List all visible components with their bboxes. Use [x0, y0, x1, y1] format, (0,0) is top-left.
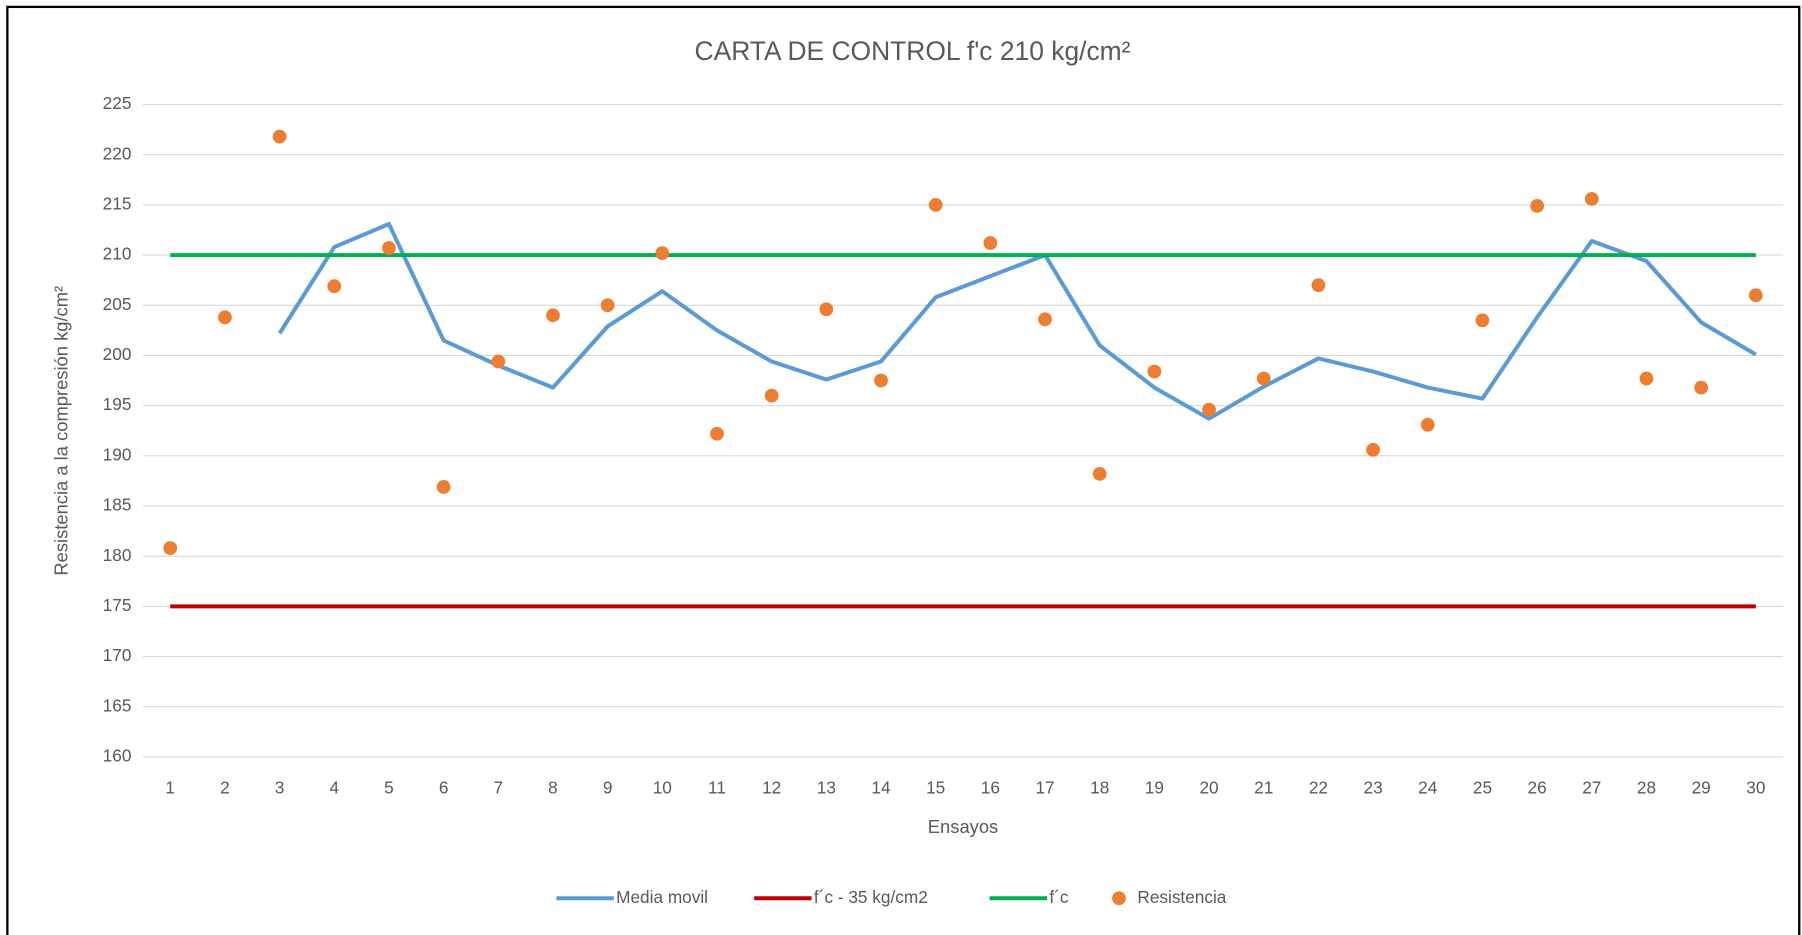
data-point [874, 373, 888, 388]
y-tick-label: 195 [103, 394, 132, 414]
data-point [983, 236, 998, 250]
data-point [1092, 467, 1107, 481]
x-tick-label: 7 [493, 778, 503, 798]
y-tick-label: 215 [103, 193, 132, 213]
data-point [1475, 313, 1490, 328]
data-point [1311, 278, 1326, 293]
y-tick-label: 165 [103, 695, 132, 715]
y-tick-label: 210 [103, 244, 132, 264]
data-point [1038, 312, 1052, 327]
data-point [1694, 380, 1709, 395]
data-point [1584, 191, 1599, 206]
legend-label: Media movil [616, 887, 708, 907]
x-tick-label: 24 [1418, 778, 1438, 798]
x-tick-label: 19 [1145, 778, 1164, 798]
legend-label: Resistencia [1137, 887, 1226, 907]
x-tick-label: 13 [817, 778, 836, 798]
data-point [163, 541, 178, 556]
x-tick-label: 11 [708, 778, 726, 798]
data-point [928, 198, 943, 212]
x-tick-label: 9 [603, 778, 613, 798]
x-tick-label: 1 [165, 778, 175, 798]
data-point [710, 426, 724, 441]
x-tick-label: 30 [1746, 778, 1765, 798]
x-tick-label: 20 [1199, 778, 1218, 798]
data-point [546, 308, 560, 323]
x-tick-label: 4 [329, 778, 339, 798]
data-point [1147, 364, 1162, 379]
series-line [277, 221, 1757, 421]
legend-label: f´c - 35 kg/cm2 [814, 887, 928, 907]
x-tick-label: 21 [1254, 778, 1273, 798]
x-tick-label: 29 [1692, 778, 1711, 798]
chart-title: CARTA DE CONTROL f'c 210 kg/cm² [695, 36, 1131, 66]
y-tick-label: 180 [103, 545, 132, 565]
y-tick-label: 200 [103, 344, 132, 364]
x-tick-label: 28 [1637, 778, 1656, 798]
data-point [436, 480, 451, 494]
x-tick-label: 26 [1528, 778, 1547, 798]
x-tick-label: 22 [1309, 778, 1328, 798]
x-tick-label: 15 [926, 778, 945, 798]
data-point [1202, 402, 1216, 417]
x-tick-label: 5 [384, 778, 394, 798]
x-tick-label: 3 [275, 778, 285, 798]
data-point [327, 279, 342, 294]
y-axis-label: Resistencia a la compresión kg/cm² [50, 286, 71, 576]
y-tick-label: 160 [103, 746, 132, 766]
data-point [1366, 442, 1380, 457]
data-point [1420, 417, 1435, 432]
y-tick-label: 175 [103, 595, 132, 615]
x-tick-label: 18 [1090, 778, 1109, 798]
data-point [655, 246, 670, 260]
x-tick-label: 27 [1582, 778, 1601, 798]
x-tick-label: 10 [653, 778, 672, 798]
legend-marker [1112, 891, 1126, 906]
x-tick-label: 8 [548, 778, 558, 798]
x-tick-label: 12 [762, 778, 781, 798]
data-point [382, 241, 396, 255]
data-point [1639, 371, 1654, 386]
data-point [819, 302, 834, 317]
x-tick-label: 14 [871, 778, 891, 798]
x-tick-label: 17 [1035, 778, 1054, 798]
x-tick-label: 16 [981, 778, 1000, 798]
x-tick-label: 2 [220, 778, 230, 798]
data-point [600, 298, 615, 313]
data-point [1530, 199, 1545, 213]
y-tick-label: 225 [103, 93, 132, 113]
y-tick-label: 220 [103, 143, 132, 163]
y-tick-label: 170 [103, 645, 132, 665]
legend-label: f´c [1049, 887, 1069, 907]
data-point [272, 129, 287, 144]
data-point [1256, 371, 1271, 386]
y-tick-label: 190 [103, 444, 132, 464]
y-tick-label: 205 [103, 294, 132, 314]
x-tick-label: 23 [1364, 778, 1383, 798]
data-point [491, 354, 506, 369]
x-tick-label: 6 [439, 778, 449, 798]
data-point [218, 310, 232, 325]
data-point [1748, 288, 1763, 303]
data-point [764, 388, 779, 403]
x-axis-label: Ensayos [928, 816, 998, 837]
chart-frame [6, 5, 1801, 935]
y-tick-label: 185 [103, 495, 132, 515]
x-tick-label: 25 [1473, 778, 1492, 798]
